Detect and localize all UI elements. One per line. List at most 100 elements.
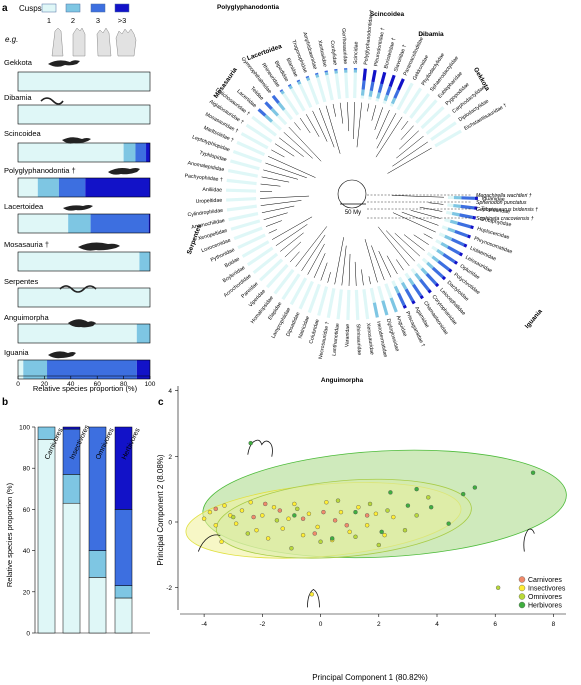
tooth-multi-cusp-icon: [115, 28, 137, 57]
bar-b-insectivores-2: [62, 474, 81, 504]
point-carnivores: [277, 508, 282, 513]
tip-bar-aigialosauridae: [245, 123, 273, 143]
tip-bar-priscagamidae: [393, 285, 400, 294]
tip-bar-chamaeleonidae: [412, 283, 423, 297]
bar-a-polyglyphanodontia-3: [58, 178, 86, 197]
bar-a-outline: [17, 142, 151, 163]
tip-bar-bipedidae: [287, 83, 292, 87]
panel-a-x-axis: 0 20 40 60 80 100: [16, 375, 156, 388]
tree-branch: [386, 255, 398, 275]
tip-bar-crotaphytidae: [472, 215, 476, 220]
tip-bar-hoplocercidae: [470, 225, 474, 230]
tip-bar-scincidae: [353, 72, 357, 99]
tip-bar-trogonophidae: [305, 75, 310, 79]
tip-bar-blanidae: [297, 80, 302, 85]
bar-a-outline: [17, 359, 151, 380]
anguid-icon: [68, 319, 96, 328]
tip-bar-borioteiidae: [377, 83, 384, 94]
tree-branch: [327, 272, 331, 283]
panel-a-bars: Gekkota Dibamia Scincoidea Polyglyphanodont…: [4, 58, 151, 380]
tip-bar-liolaemidae: [438, 232, 446, 238]
tip-bar-liolaemidae: [444, 234, 453, 241]
cusp-label-3: >3: [118, 16, 127, 25]
tip-bar-lacertidae: [270, 120, 282, 131]
tip-label-scincidae: Scincidae: [353, 41, 360, 64]
tip-bar-priscagamidae: [402, 304, 407, 309]
axis-a-tick-label: 40: [67, 381, 75, 388]
bar-a-anguimorpha-1: [18, 324, 137, 343]
mosasaur-icon: [78, 242, 120, 251]
tree-branch: [361, 269, 364, 286]
tree-branch: [260, 195, 310, 199]
legend-swatch-insectivores: [518, 584, 526, 592]
tip-bar-phrynosomatidae: [467, 234, 471, 239]
tip-bar-paramacellodidae: [397, 78, 405, 91]
ellipses: [185, 449, 567, 559]
tip-bar-agamidae: [404, 288, 415, 302]
bar-a-iguania-3: [136, 360, 150, 379]
tip-bar-leiocephalidae: [425, 272, 438, 285]
outgroup-label-gephyrosaurus-bridensis: Gephyrosaurus bridensis †: [476, 207, 538, 213]
tip-bar-dactyloidae: [431, 266, 444, 279]
point-omnivores: [367, 501, 373, 507]
point-insectivores: [254, 528, 259, 533]
point-omnivores: [295, 506, 300, 512]
panel-b-label: b: [2, 397, 8, 408]
axis-c-tick-label: 0: [319, 621, 323, 628]
outgroup-label-sphenodon-punctatus: Sphenodon punctatus: [476, 200, 527, 206]
tree-branch: [413, 234, 429, 245]
axis-a-tick-label: 60: [94, 381, 102, 388]
bar-a-iguania-3: [47, 360, 137, 379]
bar-a-mosasauria-1: [18, 252, 140, 271]
axis-a-tick-label: 80: [120, 381, 128, 388]
point-insectivores: [248, 500, 253, 505]
tree-branch: [401, 120, 409, 130]
tip-bar-chamaeleonidae: [407, 277, 415, 286]
tip-label-anguidae: Anguidae: [395, 315, 408, 338]
axis-b-tick-label: 40: [23, 548, 31, 555]
point-herbivores: [428, 505, 434, 510]
tip-bar-teiidae: [264, 101, 273, 111]
tree-branch: [400, 125, 414, 140]
tip-bar-acrochordidae: [252, 252, 279, 275]
tip-bar-teiidae: [276, 114, 288, 126]
dibamid-icon: [40, 97, 64, 105]
bar-a-lacertoidea-3: [148, 214, 150, 233]
tip-bar-corytophanidae: [419, 278, 430, 292]
tip-bar-pleurodontidae: [368, 96, 372, 100]
point-insectivores: [382, 532, 387, 538]
tip-bar-dactyloidae: [426, 261, 434, 270]
clade-label-iguania: Iguania: [4, 348, 29, 357]
legend-swatch-omnivores: [518, 593, 526, 600]
tip-bar-natricidae: [307, 283, 321, 314]
tip-bar-slavoiidae: [382, 100, 387, 105]
tip-bar-polyglyphanodontidae: [362, 68, 367, 81]
point-herbivores: [292, 513, 297, 518]
tree-branch: [398, 130, 419, 150]
bar-a-serpentes-1: [18, 288, 150, 307]
tree-root-arc: [337, 179, 367, 209]
tip-label-helodermatidae: Helodermatidae: [375, 321, 388, 358]
tip-label-xantusiidae: Xantusiidae: [316, 40, 327, 68]
panel-c-ylabel: Principal Component 2 (8.08%): [156, 454, 165, 566]
tip-bar-eichstaettisauridae: [434, 129, 462, 148]
tip-bar-leiosauridae: [447, 245, 461, 255]
cusp-legend: 1 2 3 >3: [41, 3, 130, 25]
tip-bar-crotaphytidae: [459, 213, 474, 220]
point-omnivores: [353, 534, 358, 539]
tip-bar-trogonophidae: [306, 77, 311, 82]
tip-label-tropiduridae: Tropiduridae: [481, 206, 511, 215]
tree-branch: [301, 234, 326, 272]
bar-a-outline: [17, 177, 151, 198]
tip-bar-amphisbaenidae: [316, 76, 327, 103]
legend-swatch-carnivores: [518, 576, 526, 583]
tip-bar-liolaemidae: [451, 237, 465, 247]
bar-a-lacertoidea-1: [18, 214, 69, 233]
tree-branch: [261, 205, 295, 213]
tip-bar-opluridae: [436, 248, 445, 256]
tip-bar-boyleriidae: [246, 246, 274, 267]
tip-bar-leiosauridae: [458, 252, 464, 257]
iguana-icon: [48, 351, 76, 359]
tip-label-natricidae: Natricidae: [297, 315, 311, 339]
